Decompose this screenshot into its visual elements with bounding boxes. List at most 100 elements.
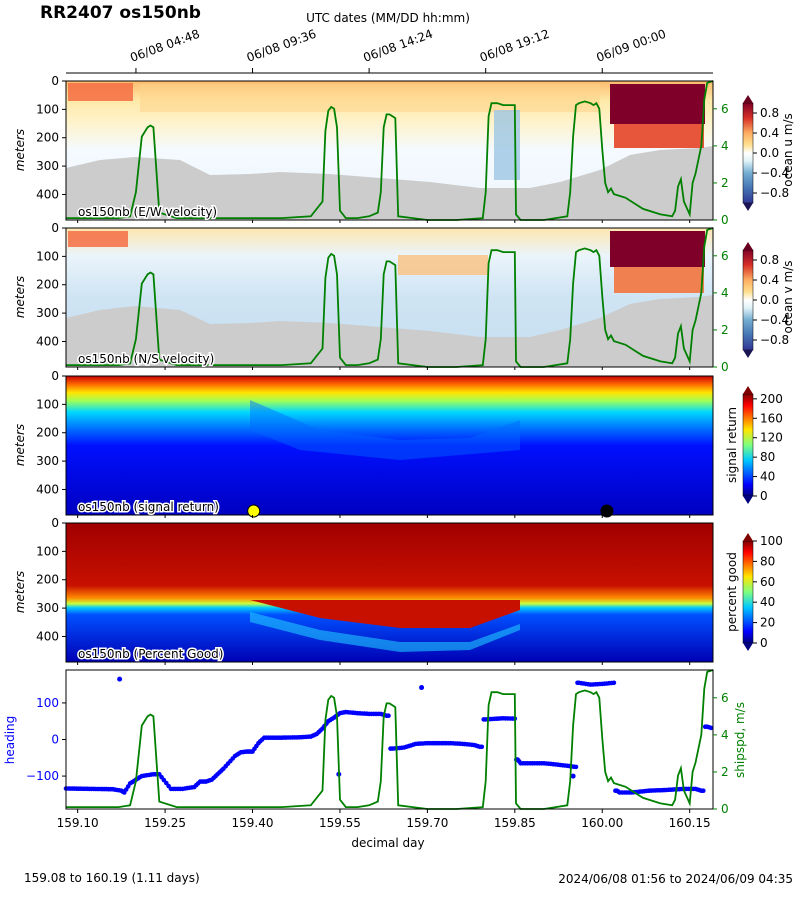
- sig-colorbar-bottom-extension: [743, 496, 753, 504]
- heading-point: [611, 680, 617, 686]
- colorbar-tick-label: 120: [760, 431, 783, 445]
- ew-colorbar-bottom-extension: [743, 203, 753, 211]
- shipspd-tick-label: 6: [721, 691, 729, 705]
- footer-right: 2024/06/08 01:56 to 2024/06/09 04:35: [558, 872, 793, 886]
- top-tick-label: 06/08 09:36: [245, 27, 318, 65]
- top-tick-label: 06/09 00:00: [594, 27, 667, 65]
- hs-shipspd-line: [66, 669, 714, 810]
- depth-tick-label: 100: [36, 249, 59, 263]
- shipspd-tick-label: 2: [721, 765, 729, 779]
- ew-shipspd-line: [66, 80, 714, 221]
- ns-saturated-block: [610, 231, 705, 267]
- x-tick-label: 160.00: [581, 816, 623, 830]
- colorbar-tick-label: 200: [760, 392, 783, 406]
- heading-point: [708, 725, 714, 731]
- colorbar-tick-label: −0.8: [760, 186, 789, 200]
- top-tick-label: 06/08 14:24: [361, 27, 434, 65]
- pg-deep-good-region: [250, 600, 520, 628]
- heading-point: [419, 685, 425, 691]
- heading-point: [479, 744, 485, 750]
- colorbar-tick-label: 160: [760, 411, 783, 425]
- sig-panel-frame: [65, 375, 714, 516]
- speed-tick-label: 0: [721, 360, 729, 374]
- heading-point: [573, 764, 579, 770]
- sig-colorbar: [742, 393, 754, 497]
- panel-heading-shipspd: 100 0 −100 0 2 4 6 heading shipspd, m/s 159.1…: [3, 220, 747, 850]
- heading-axis-label: heading: [3, 716, 17, 765]
- depth-tick-label: 300: [36, 159, 59, 173]
- pg-colorbar: [742, 540, 754, 644]
- hs-panel-bg: [66, 670, 713, 809]
- depth-tick-label: 0: [51, 369, 59, 383]
- pg-ylabel: meters: [13, 571, 27, 613]
- colorbar-tick-label: 40: [760, 470, 775, 484]
- ns-colorbar-bottom-extension: [743, 350, 753, 358]
- ew-ylabel: meters: [13, 129, 27, 171]
- depth-tick-label: 200: [36, 573, 59, 587]
- panel-ew-velocity: os150nb (E/W velocity) 0 100 200 300 400 met…: [13, 74, 795, 227]
- colorbar-tick-label: −0.4: [760, 166, 789, 180]
- colorbar-tick-label: 0: [760, 489, 768, 503]
- footer-left: 159.08 to 160.19 (1.11 days): [24, 871, 200, 885]
- depth-tick-label: 400: [36, 187, 59, 201]
- depth-tick-label: 100: [36, 544, 59, 558]
- ns-saturated-fringe: [614, 267, 704, 293]
- shipspd-axis-ticks: 0 2 4 6: [713, 691, 729, 816]
- ew-saturated-fringe: [614, 124, 704, 148]
- ns-ylabel: meters: [13, 276, 27, 318]
- colorbar-tick-label: 60: [760, 575, 775, 589]
- speed-tick-label: 2: [721, 176, 729, 190]
- heading-tick-label: 100: [36, 696, 59, 710]
- ns-colorbar-top-extension: [743, 242, 753, 250]
- colorbar-tick-label: 0.0: [760, 146, 779, 160]
- ew-upper-band: [140, 84, 600, 112]
- sig-field: [66, 376, 713, 515]
- ew-surface-warm-patch: [68, 83, 133, 101]
- heading-point: [386, 713, 391, 718]
- pg-panel-label: os150nb (Percent Good): [78, 647, 223, 661]
- ns-surface-warm-patch: [68, 231, 128, 247]
- x-tick-label: 159.70: [406, 816, 448, 830]
- ew-panel-label: os150nb (E/W velocity): [78, 205, 217, 219]
- colorbar-tick-label: 0.4: [760, 273, 779, 287]
- pg-field: [66, 523, 713, 662]
- ew-panel-frame: [65, 80, 714, 221]
- depth-tick-label: 0: [51, 516, 59, 530]
- speed-tick-label: 6: [721, 102, 729, 116]
- heading-tick-label: −100: [26, 769, 59, 783]
- depth-tick-label: 100: [36, 102, 59, 116]
- depth-tick-label: 0: [51, 74, 59, 88]
- x-axis-label: decimal day: [351, 836, 424, 850]
- x-tick-label: 159.55: [319, 816, 361, 830]
- speed-tick-label: 2: [721, 323, 729, 337]
- top-tick-label: 06/08 19:12: [478, 27, 551, 65]
- x-tick-label: 159.10: [57, 816, 99, 830]
- heading-point: [117, 676, 123, 682]
- colorbar-tick-label: 0.8: [760, 106, 779, 120]
- colorbar-tick-label: 80: [760, 554, 775, 568]
- speed-tick-label: 0: [721, 213, 729, 227]
- sig-markers: [247, 504, 614, 518]
- speed-tick-label: 4: [721, 286, 729, 300]
- ns-shipspd-line: [66, 227, 714, 368]
- depth-tick-label: 200: [36, 278, 59, 292]
- top-axis-label: UTC dates (MM/DD hh:mm): [306, 11, 470, 25]
- top-tick-label: 06/08 04:48: [128, 27, 201, 65]
- depth-tick-label: 200: [36, 426, 59, 440]
- x-axis-ticks: 159.10 159.25 159.40 159.55 159.70 159.85 160.…: [57, 220, 711, 830]
- signal-marker: [600, 504, 614, 518]
- shipspd-tick-label: 0: [721, 802, 729, 816]
- sig-colorbar-top-extension: [743, 386, 753, 394]
- pg-deep-cyan-band: [250, 612, 520, 652]
- figure-title: RR2407 os150nb: [40, 3, 201, 23]
- depth-tick-label: 300: [36, 601, 59, 615]
- colorbar-tick-label: 0: [760, 636, 768, 650]
- ns-panel-label: os150nb (N/S velocity): [78, 352, 214, 366]
- ew-colorbar: [742, 102, 754, 204]
- x-tick-label: 160.15: [669, 816, 711, 830]
- depth-tick-label: 200: [36, 131, 59, 145]
- ew-no-data-region: [66, 146, 713, 220]
